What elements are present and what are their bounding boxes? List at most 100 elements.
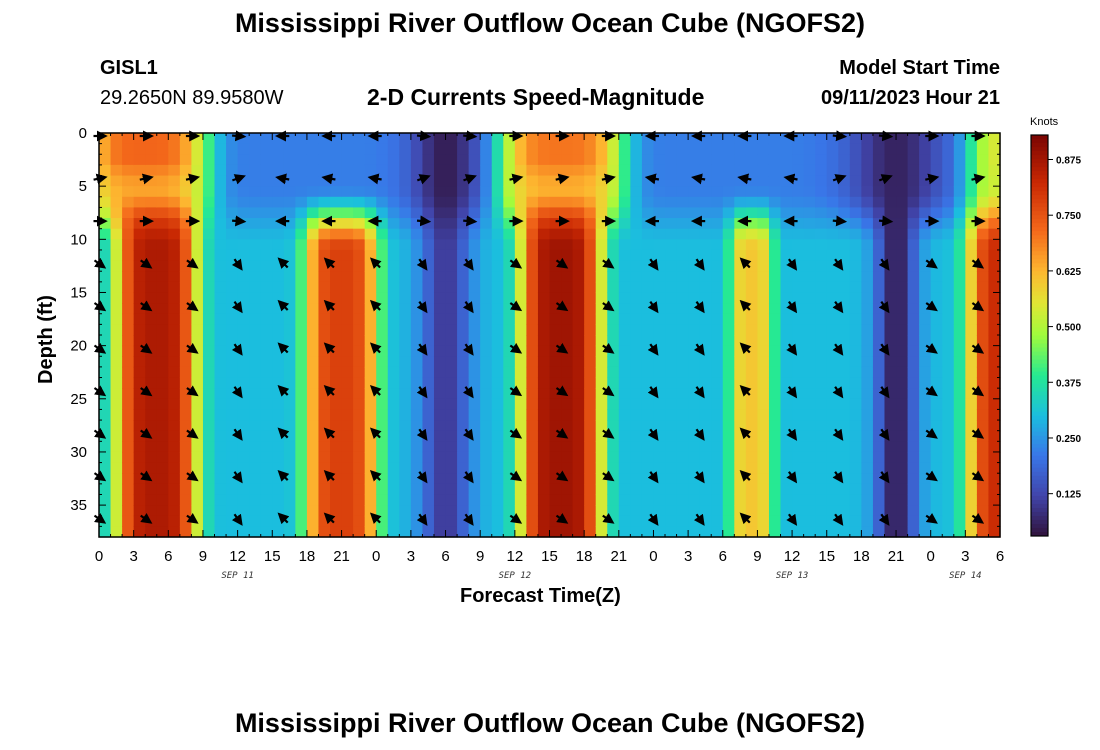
heatmap-cell bbox=[249, 462, 262, 474]
heatmap-cell bbox=[572, 143, 585, 155]
heatmap-cell bbox=[653, 366, 666, 379]
current-vector bbox=[555, 512, 569, 524]
heatmap-cell bbox=[722, 281, 735, 294]
heatmap-cell bbox=[503, 260, 516, 272]
heatmap-cell bbox=[826, 164, 839, 177]
heatmap-cell bbox=[884, 345, 897, 357]
heatmap-cell bbox=[630, 430, 643, 442]
heatmap-cell bbox=[722, 356, 735, 368]
heatmap-cell bbox=[618, 494, 631, 506]
heatmap-cell bbox=[838, 377, 851, 389]
heatmap-cell bbox=[306, 483, 320, 496]
heatmap-cell bbox=[191, 313, 204, 325]
heatmap-cell bbox=[965, 260, 978, 272]
heatmap-cell bbox=[145, 430, 158, 442]
heatmap-cell bbox=[249, 133, 262, 145]
heatmap-cell bbox=[214, 260, 227, 272]
heatmap-cell bbox=[514, 154, 527, 166]
heatmap-cell bbox=[861, 451, 874, 464]
heatmap-cell bbox=[249, 175, 262, 187]
heatmap-cell bbox=[768, 388, 782, 400]
heatmap-cell bbox=[919, 249, 932, 262]
heatmap-cell bbox=[341, 345, 354, 357]
heatmap-cell bbox=[445, 324, 458, 336]
colorbar-segment bbox=[1031, 211, 1048, 216]
heatmap-cell bbox=[353, 164, 366, 177]
heatmap-cell bbox=[849, 483, 862, 496]
heatmap-cell bbox=[145, 133, 158, 145]
heatmap-cell bbox=[179, 420, 193, 432]
heatmap-cell bbox=[884, 228, 897, 240]
heatmap-cell bbox=[618, 260, 631, 272]
heatmap-cell bbox=[711, 494, 724, 506]
heatmap-cell bbox=[757, 420, 770, 432]
heatmap-cell bbox=[572, 249, 585, 262]
heatmap-cell bbox=[618, 388, 631, 400]
heatmap-cell bbox=[330, 133, 343, 145]
heatmap-cell bbox=[260, 409, 273, 421]
heatmap-cell bbox=[387, 388, 400, 400]
heatmap-cell bbox=[930, 505, 943, 517]
heatmap-cell bbox=[202, 164, 216, 177]
heatmap-cell bbox=[145, 483, 158, 496]
heatmap-cell bbox=[699, 175, 712, 187]
current-vector bbox=[739, 427, 752, 440]
heatmap-cell bbox=[480, 388, 493, 400]
heatmap-cell bbox=[688, 143, 701, 155]
heatmap-cell bbox=[849, 239, 862, 251]
heatmap-cell bbox=[942, 292, 955, 304]
heatmap-cell bbox=[826, 441, 839, 453]
heatmap-cell bbox=[607, 324, 620, 336]
heatmap-cell bbox=[607, 494, 620, 506]
heatmap-cell bbox=[537, 303, 551, 315]
heatmap-cell bbox=[607, 228, 620, 240]
heatmap-cell bbox=[133, 430, 146, 442]
current-vector bbox=[878, 386, 890, 399]
heatmap-cell bbox=[237, 420, 250, 432]
heatmap-cell bbox=[341, 164, 354, 177]
heatmap-cell bbox=[341, 505, 354, 517]
heatmap-cell bbox=[965, 515, 978, 527]
heatmap-cell bbox=[503, 303, 516, 315]
current-vector bbox=[140, 342, 153, 354]
current-vector bbox=[555, 342, 569, 354]
heatmap-cell bbox=[283, 515, 296, 527]
heatmap-cell bbox=[872, 164, 886, 177]
heatmap-cell bbox=[457, 494, 470, 506]
heatmap-cell bbox=[803, 388, 816, 400]
current-vector bbox=[416, 343, 428, 356]
heatmap-cell bbox=[306, 515, 320, 527]
heatmap-cell bbox=[919, 473, 932, 485]
heatmap-cell bbox=[410, 143, 424, 155]
heatmap-cell bbox=[815, 218, 828, 230]
heatmap-cell bbox=[792, 345, 805, 357]
heatmap-cell bbox=[919, 292, 932, 304]
heatmap-cell bbox=[745, 271, 759, 283]
heatmap-cell bbox=[433, 377, 447, 389]
heatmap-cell bbox=[422, 398, 435, 411]
heatmap-cell bbox=[145, 377, 158, 389]
heatmap-cell bbox=[283, 335, 296, 347]
heatmap-cell bbox=[202, 249, 216, 262]
colorbar-segment bbox=[1031, 291, 1048, 296]
heatmap-cell bbox=[572, 292, 585, 304]
heatmap-cell bbox=[919, 313, 932, 325]
colorbar-segment bbox=[1031, 235, 1048, 240]
heatmap-cell bbox=[930, 207, 943, 219]
heatmap-cell bbox=[815, 228, 828, 240]
heatmap-cell bbox=[861, 175, 874, 187]
heatmap-cell bbox=[99, 366, 112, 379]
heatmap-cell bbox=[295, 430, 308, 442]
heatmap-cell bbox=[364, 377, 377, 389]
heatmap-cell bbox=[630, 249, 643, 262]
heatmap-cell bbox=[537, 420, 551, 432]
heatmap-cell bbox=[122, 494, 135, 506]
y-tick-label: 30 bbox=[70, 444, 87, 461]
heatmap-cell bbox=[953, 143, 966, 155]
heatmap-cell bbox=[226, 196, 239, 209]
heatmap-cell bbox=[676, 505, 689, 517]
heatmap-cell bbox=[942, 303, 955, 315]
heatmap-cell bbox=[757, 292, 770, 304]
current-vector bbox=[693, 386, 705, 399]
heatmap-cell bbox=[988, 515, 1001, 527]
